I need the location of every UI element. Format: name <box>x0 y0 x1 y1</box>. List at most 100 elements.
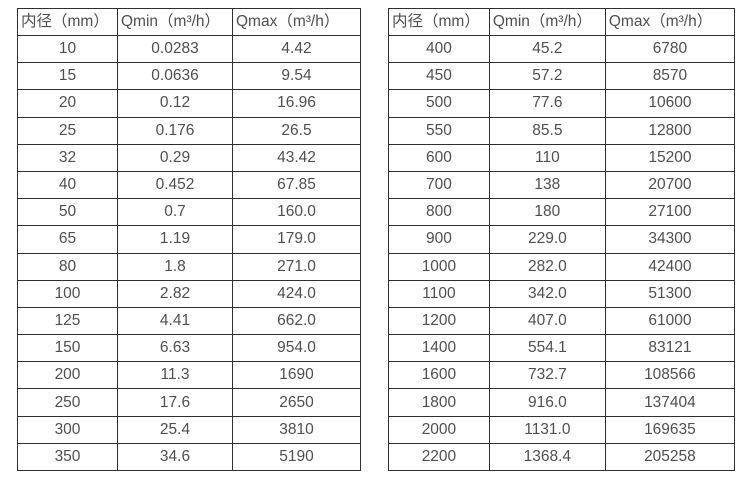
table-cell: 5190 <box>232 442 361 472</box>
column-header: 内径（mm） <box>17 8 118 36</box>
table-cell: 34300 <box>604 225 736 254</box>
table-cell: 16.96 <box>232 89 361 118</box>
table-cell: 138 <box>488 170 606 200</box>
table-cell: 229.0 <box>488 225 606 254</box>
table-cell: 1800 <box>388 388 490 417</box>
table-cell: 32 <box>17 143 118 172</box>
table-cell: 15 <box>17 62 118 91</box>
table-cell: 2.82 <box>117 279 233 308</box>
column-header: 内径（mm） <box>388 8 490 36</box>
table-row: 800 180 27100 <box>388 198 736 227</box>
table-row: 2200 1368.4 205258 <box>388 442 736 472</box>
table-cell: 271.0 <box>232 252 361 281</box>
table-cell: 34.6 <box>117 442 233 472</box>
table-cell: 916.0 <box>488 388 606 417</box>
table-cell: 50 <box>17 198 118 227</box>
table-cell: 110 <box>488 143 606 172</box>
table-row: 125 4.41 662.0 <box>17 306 361 336</box>
table-body: 10 0.0283 4.42 15 0.0636 9.54 20 0.12 16.96 25 0.1… <box>17 34 361 472</box>
table-cell: 1000 <box>388 252 490 281</box>
table-cell: 160.0 <box>232 198 361 227</box>
table-cell: 108566 <box>604 361 736 390</box>
table-cell: 45.2 <box>488 34 606 64</box>
column-header: Qmin（m³/h） <box>117 8 233 36</box>
table-row: 25 0.176 26.5 <box>17 116 361 145</box>
table-cell: 57.2 <box>488 62 606 91</box>
table-cell: 65 <box>17 225 118 254</box>
table-cell: 51300 <box>604 279 736 308</box>
table-cell: 500 <box>388 89 490 118</box>
table-row: 15 0.0636 9.54 <box>17 62 361 91</box>
table-cell: 954.0 <box>232 334 361 363</box>
table-cell: 1100 <box>388 279 490 308</box>
table-cell: 205258 <box>604 442 736 472</box>
table-cell: 0.452 <box>117 170 233 200</box>
table-cell: 27100 <box>604 198 736 227</box>
table-cell: 100 <box>17 279 118 308</box>
table-cell: 83121 <box>604 334 736 363</box>
table-row: 32 0.29 43.42 <box>17 143 361 172</box>
table-cell: 3810 <box>232 415 361 444</box>
table-cell: 0.7 <box>117 198 233 227</box>
table-cell: 342.0 <box>488 279 606 308</box>
table-cell: 2200 <box>388 442 490 472</box>
table-row: 20 0.12 16.96 <box>17 89 361 118</box>
table-cell: 282.0 <box>488 252 606 281</box>
table-row: 65 1.19 179.0 <box>17 225 361 254</box>
table-row: 250 17.6 2650 <box>17 388 361 417</box>
table-cell: 800 <box>388 198 490 227</box>
table-cell: 1690 <box>232 361 361 390</box>
table-row: 450 57.2 8570 <box>388 62 736 91</box>
table-cell: 1400 <box>388 334 490 363</box>
table-row: 1600 732.7 108566 <box>388 361 736 390</box>
table-cell: 1.19 <box>117 225 233 254</box>
table-cell: 407.0 <box>488 306 606 336</box>
table-cell: 25 <box>17 116 118 145</box>
table-cell: 2650 <box>232 388 361 417</box>
header-row: 内径（mm） Qmin（m³/h） Qmax（m³/h） <box>388 8 736 36</box>
table-row: 40 0.452 67.85 <box>17 170 361 200</box>
table-row: 1100 342.0 51300 <box>388 279 736 308</box>
table-row: 1200 407.0 61000 <box>388 306 736 336</box>
table-cell: 0.176 <box>117 116 233 145</box>
table-cell: 179.0 <box>232 225 361 254</box>
table-row: 1800 916.0 137404 <box>388 388 736 417</box>
table-cell: 15200 <box>604 143 736 172</box>
table-cell: 80 <box>17 252 118 281</box>
table-cell: 300 <box>17 415 118 444</box>
table-cell: 61000 <box>604 306 736 336</box>
table-cell: 1.8 <box>117 252 233 281</box>
table-cell: 85.5 <box>488 116 606 145</box>
table-cell: 1600 <box>388 361 490 390</box>
table-cell: 2000 <box>388 415 490 444</box>
table-cell: 43.42 <box>232 143 361 172</box>
table-row: 700 138 20700 <box>388 170 736 200</box>
table-cell: 77.6 <box>488 89 606 118</box>
table-cell: 732.7 <box>488 361 606 390</box>
table-cell: 20700 <box>604 170 736 200</box>
table-row: 100 2.82 424.0 <box>17 279 361 308</box>
table-cell: 40 <box>17 170 118 200</box>
table-row: 900 229.0 34300 <box>388 225 736 254</box>
table-cell: 10600 <box>604 89 736 118</box>
table-cell: 1131.0 <box>488 415 606 444</box>
table-cell: 200 <box>17 361 118 390</box>
table-cell: 0.12 <box>117 89 233 118</box>
table-cell: 600 <box>388 143 490 172</box>
table-body: 400 45.2 6780 450 57.2 8570 500 77.6 10600 550 85.… <box>388 34 736 472</box>
table-cell: 1368.4 <box>488 442 606 472</box>
table-row: 50 0.7 160.0 <box>17 198 361 227</box>
table-cell: 900 <box>388 225 490 254</box>
table-cell: 0.29 <box>117 143 233 172</box>
table-cell: 11.3 <box>117 361 233 390</box>
table-cell: 0.0636 <box>117 62 233 91</box>
table-cell: 450 <box>388 62 490 91</box>
table-cell: 150 <box>17 334 118 363</box>
table-row: 2000 1131.0 169635 <box>388 415 736 444</box>
table-cell: 0.0283 <box>117 34 233 64</box>
table-cell: 169635 <box>604 415 736 444</box>
table-row: 80 1.8 271.0 <box>17 252 361 281</box>
table-cell: 700 <box>388 170 490 200</box>
table-cell: 1200 <box>388 306 490 336</box>
